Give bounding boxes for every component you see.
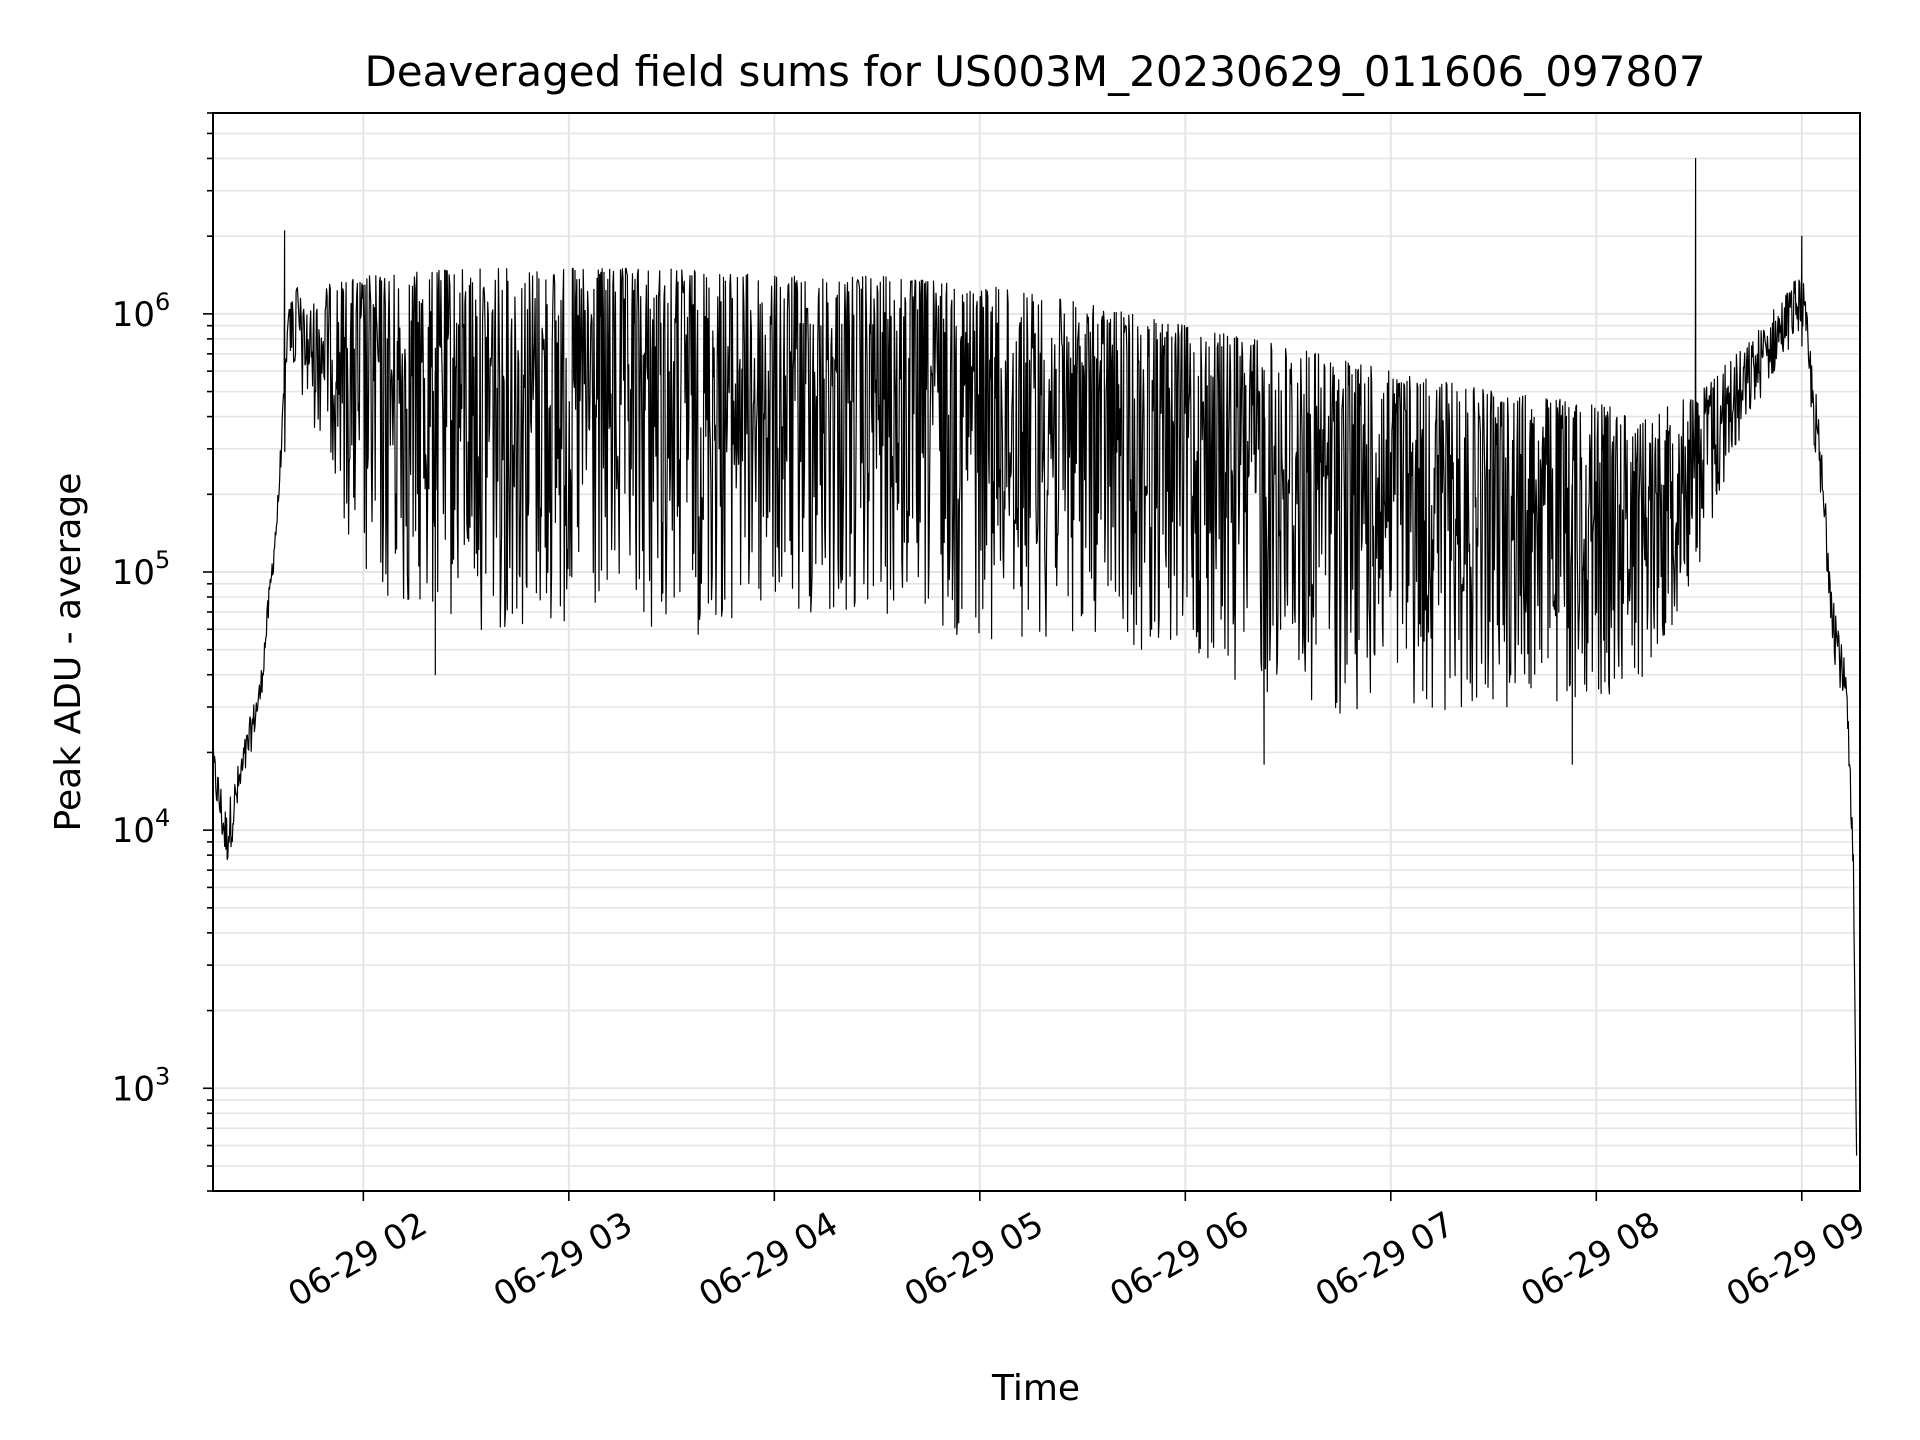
y-tick-label: 104 bbox=[112, 804, 171, 851]
y-axis-label: Peak ADU - average bbox=[48, 473, 89, 832]
data-series bbox=[212, 157, 1858, 1156]
y-tick-label: 103 bbox=[112, 1062, 171, 1109]
y-tick-label: 105 bbox=[112, 546, 171, 593]
y-axis: 103 104 105 106 bbox=[112, 112, 213, 1192]
chart-title: Deaveraged field sums for US003M_2023062… bbox=[364, 47, 1705, 96]
plot-frame bbox=[212, 112, 1861, 1192]
x-axis-label: Time bbox=[991, 1368, 1080, 1409]
series-line-0 bbox=[212, 157, 1858, 1156]
y-tick-label: 106 bbox=[112, 288, 171, 335]
